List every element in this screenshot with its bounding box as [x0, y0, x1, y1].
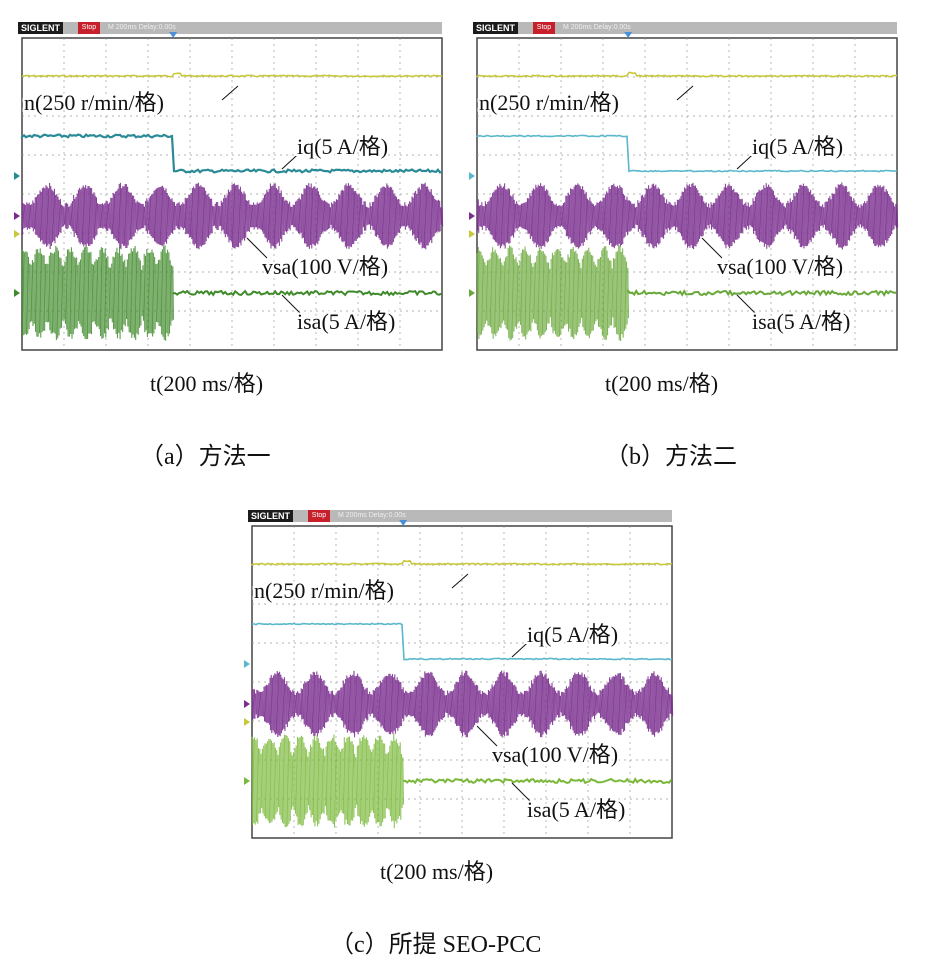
channel-marker: [14, 212, 20, 220]
oscilloscope-c: n(250 r/min/格) iq(5 A/格) vsa(100 V/格) isa(5…: [244, 520, 674, 839]
scope-header-info: M 200ms Delay:0.00s: [563, 24, 631, 31]
scope-brand: SIGLENT: [18, 22, 64, 34]
speed-label: n(250 r/min/格): [479, 90, 619, 115]
isa-label: isa(5 A/格): [297, 309, 395, 334]
scope-run-indicator: Stop: [308, 510, 330, 522]
speed-trace: [21, 72, 443, 78]
vsa-label: vsa(100 V/格): [717, 254, 843, 279]
time-axis-label: t(200 ms/格): [150, 371, 264, 396]
iq-label: iq(5 A/格): [297, 134, 388, 159]
isa-trace-high: [251, 733, 404, 829]
isa-label: isa(5 A/格): [752, 309, 850, 334]
scope-header-info: M 200ms Delay:0.00s: [108, 24, 176, 31]
time-axis-label: t(200 ms/格): [605, 371, 719, 396]
speed-trace: [251, 559, 673, 566]
channel-marker: [244, 718, 250, 726]
channel-marker: [244, 660, 250, 668]
iq-trace: [251, 622, 673, 661]
trigger-marker: [399, 520, 408, 526]
channel-marker: [469, 172, 475, 180]
speed-label: n(250 r/min/格): [24, 90, 164, 115]
leader-line: [451, 573, 469, 589]
scope-brand: SIGLENT: [248, 510, 294, 522]
trigger-marker: [169, 32, 178, 38]
channel-marker: [14, 289, 20, 297]
trigger-marker: [624, 32, 633, 38]
caption-a: （a）方法一: [140, 444, 271, 470]
leader-line: [676, 85, 694, 101]
panel-b: SIGLENT Stop M 200ms Delay:0.00s n(250 r…: [455, 0, 915, 480]
channel-marker: [14, 172, 20, 180]
isa-trace-low: [627, 288, 897, 297]
scope-header-info: M 200ms Delay:0.00s: [338, 512, 406, 519]
vsa-trace: [251, 670, 674, 738]
isa-label: isa(5 A/格): [527, 797, 625, 822]
scope-header: SIGLENT Stop M 200ms Delay:0.00s: [18, 22, 442, 34]
scope-brand: SIGLENT: [473, 22, 519, 34]
vsa-label: vsa(100 V/格): [492, 742, 618, 767]
leader-line: [701, 237, 723, 259]
caption-b: （b）方法二: [605, 444, 737, 470]
isa-trace-low: [403, 777, 673, 785]
leader-line: [511, 782, 533, 804]
vsa-label: vsa(100 V/格): [262, 254, 388, 279]
panel-a: SIGLENT Stop M 200ms Delay:0.00s n(250 r…: [0, 0, 460, 480]
caption-c: （c）所提 SEO-PCC: [330, 932, 542, 958]
leader-line: [221, 85, 239, 101]
channel-marker: [469, 230, 475, 238]
oscilloscope-b: n(250 r/min/格) iq(5 A/格) vsa(100 V/格) isa(5…: [469, 32, 899, 351]
leader-line: [281, 294, 303, 316]
channel-marker: [244, 700, 250, 708]
iq-label: iq(5 A/格): [527, 622, 618, 647]
isa-trace-high: [21, 245, 174, 341]
speed-trace: [476, 71, 897, 78]
leader-line: [476, 725, 498, 747]
iq-trace: [476, 134, 898, 173]
iq-label: iq(5 A/格): [752, 134, 843, 159]
isa-trace-low: [172, 289, 442, 297]
panel-c: SIGLENT Stop M 200ms Delay:0.00s n(250 r…: [230, 488, 690, 968]
channel-marker: [469, 289, 475, 297]
vsa-trace: [21, 182, 444, 250]
channel-marker: [244, 777, 250, 785]
speed-label: n(250 r/min/格): [254, 578, 394, 603]
leader-line: [736, 294, 758, 316]
channel-marker: [14, 230, 20, 238]
time-axis-label: t(200 ms/格): [380, 859, 494, 884]
iq-trace: [20, 133, 443, 174]
scope-run-indicator: Stop: [533, 22, 555, 34]
leader-line: [736, 145, 763, 170]
scope-header: SIGLENT Stop M 200ms Delay:0.00s: [473, 22, 897, 34]
channel-marker: [469, 212, 475, 220]
leader-line: [281, 145, 308, 170]
leader-line: [246, 237, 268, 259]
oscilloscope-a: n(250 r/min/格) iq(5 A/格) vsa(100 V/格) isa(5…: [14, 32, 444, 351]
scope-header: SIGLENT Stop M 200ms Delay:0.00s: [248, 510, 672, 522]
isa-trace-high: [476, 244, 629, 342]
scope-run-indicator: Stop: [78, 22, 100, 34]
vsa-trace: [476, 182, 899, 250]
leader-line: [511, 633, 538, 658]
